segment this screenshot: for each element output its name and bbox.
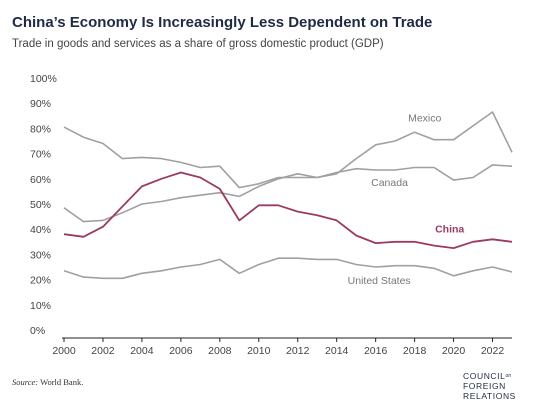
- x-tick-label: 2000: [52, 345, 76, 357]
- y-tick-label: 40%: [30, 224, 51, 236]
- x-tick-label: 2002: [91, 345, 115, 357]
- y-tick-label: 80%: [30, 123, 51, 135]
- series-label-mexico: Mexico: [408, 113, 441, 125]
- series-label-china: China: [435, 224, 464, 236]
- y-tick-label: 90%: [30, 98, 51, 110]
- cfr-logo: COUNCILon FOREIGN RELATIONS: [463, 371, 516, 401]
- series-line-united-states: [63, 257, 513, 280]
- y-tick-label: 100%: [30, 73, 57, 85]
- x-tick-label: 2016: [364, 345, 388, 357]
- y-tick-label: 60%: [30, 174, 51, 186]
- y-tick-label: 50%: [30, 199, 51, 211]
- series-labels: Mexico Canada China United States: [348, 113, 465, 287]
- series-label-united-states: United States: [348, 275, 411, 287]
- x-tick-label: 2006: [169, 345, 193, 357]
- series-line-canada: [63, 164, 513, 223]
- series-line-mexico: [63, 111, 513, 189]
- x-tick-label: 2014: [325, 345, 349, 357]
- y-axis: 0% 10% 20% 30% 40% 50% 60% 70% 80% 90% 100%: [30, 73, 57, 337]
- x-tick-label: 2004: [130, 345, 154, 357]
- source-note: Source: World Bank.: [12, 377, 83, 387]
- chart-subtitle: Trade in goods and services as a share o…: [12, 38, 384, 50]
- logo-relations: RELATIONS: [463, 391, 516, 401]
- source-text: World Bank.: [38, 377, 84, 387]
- x-tick-label: 2018: [403, 345, 427, 357]
- x-axis: 2000 2002 2004 2006 2008 2010 2012 2014 2016 2018…: [52, 337, 512, 357]
- x-tick-label: 2008: [208, 345, 232, 357]
- x-tick-label: 2022: [481, 345, 505, 357]
- y-tick-label: 70%: [30, 149, 51, 161]
- x-tick-label: 2020: [442, 345, 466, 357]
- y-tick-label: 0%: [30, 325, 45, 337]
- y-tick-label: 10%: [30, 300, 51, 312]
- logo-on: on: [505, 373, 512, 379]
- x-tick-label: 2012: [286, 345, 310, 357]
- series-lines: [63, 111, 513, 280]
- logo-foreign: FOREIGN: [463, 381, 506, 391]
- logo-council: COUNCIL: [463, 371, 506, 381]
- chart-title: China’s Economy Is Increasingly Less Dep…: [12, 14, 433, 31]
- source-label: Source:: [12, 377, 39, 387]
- series-line-china: [63, 171, 513, 250]
- series-label-canada: Canada: [371, 177, 408, 189]
- y-tick-label: 30%: [30, 249, 51, 261]
- x-tick-label: 2010: [247, 345, 271, 357]
- y-tick-label: 20%: [30, 275, 51, 287]
